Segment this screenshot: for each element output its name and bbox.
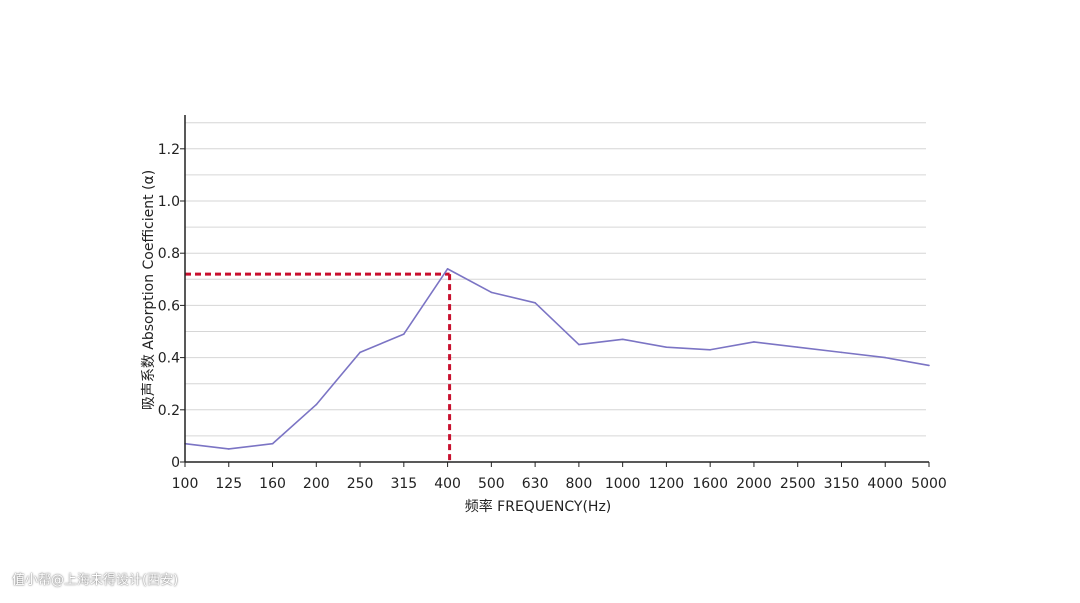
- data-point: [796, 346, 799, 348]
- data-point: [621, 338, 624, 341]
- axes: [180, 115, 930, 467]
- x-tick-label: 250: [347, 476, 374, 492]
- y-tick-labels: 0 0.2 0.4 0.6 0.8 1.0 1.2: [158, 142, 180, 471]
- data-point: [665, 346, 668, 348]
- data-point: [534, 301, 536, 304]
- x-tick-label: 160: [259, 476, 286, 492]
- data-point: [227, 448, 230, 450]
- x-tick-label: 2000: [736, 476, 772, 492]
- x-tick-label: 1200: [649, 476, 685, 492]
- data-point: [578, 343, 580, 346]
- data-point: [709, 348, 711, 351]
- data-point: [840, 351, 843, 354]
- data-point: [884, 356, 887, 359]
- x-tick-label: 630: [522, 476, 549, 492]
- y-tick-label: 0.2: [158, 403, 180, 419]
- x-axis-title: 频率 FREQUENCY(Hz): [465, 498, 612, 515]
- x-tick-label: 4000: [867, 476, 903, 492]
- x-tick-label: 500: [478, 476, 505, 492]
- data-point: [753, 341, 755, 343]
- y-tick-label: 1.0: [158, 194, 180, 210]
- annotation-lines: [185, 272, 452, 462]
- y-tick-label: 0: [171, 455, 180, 471]
- data-point: [446, 268, 449, 270]
- x-tick-label: 1000: [605, 476, 641, 492]
- y-axis-title: 吸声系数 Absorption Coefficient (α): [141, 170, 157, 410]
- data-point: [315, 403, 318, 406]
- series-line: [184, 268, 930, 450]
- data-point: [359, 351, 361, 354]
- x-tick-label: 1600: [692, 476, 728, 492]
- watermark: 值小帮@上海未得设计(西安): [12, 573, 179, 588]
- x-tick-label: 125: [215, 476, 242, 492]
- y-tick-label: 0.8: [158, 246, 180, 262]
- x-tick-label: 800: [566, 476, 593, 492]
- data-point: [271, 442, 274, 445]
- y-tick-label: 0.6: [158, 298, 180, 314]
- y-tick-label: 0.4: [158, 351, 180, 367]
- x-tick-label: 400: [434, 476, 461, 492]
- data-point: [490, 291, 493, 294]
- x-tick-label: 5000: [911, 476, 947, 492]
- grid-lines: [185, 122, 926, 437]
- data-point: [928, 364, 930, 367]
- x-tick-label: 200: [303, 476, 330, 492]
- x-tick-labels: 100 125 160 200 250 315 400 500 630 800 1000 1200 16…: [172, 476, 947, 492]
- y-tick-label: 1.2: [158, 142, 180, 158]
- x-tick-label: 315: [390, 476, 417, 492]
- data-point: [403, 333, 405, 335]
- x-tick-label: 3150: [824, 476, 860, 492]
- x-tick-label: 100: [172, 476, 199, 492]
- series-lines: [184, 268, 930, 450]
- x-tick-label: 2500: [780, 476, 816, 492]
